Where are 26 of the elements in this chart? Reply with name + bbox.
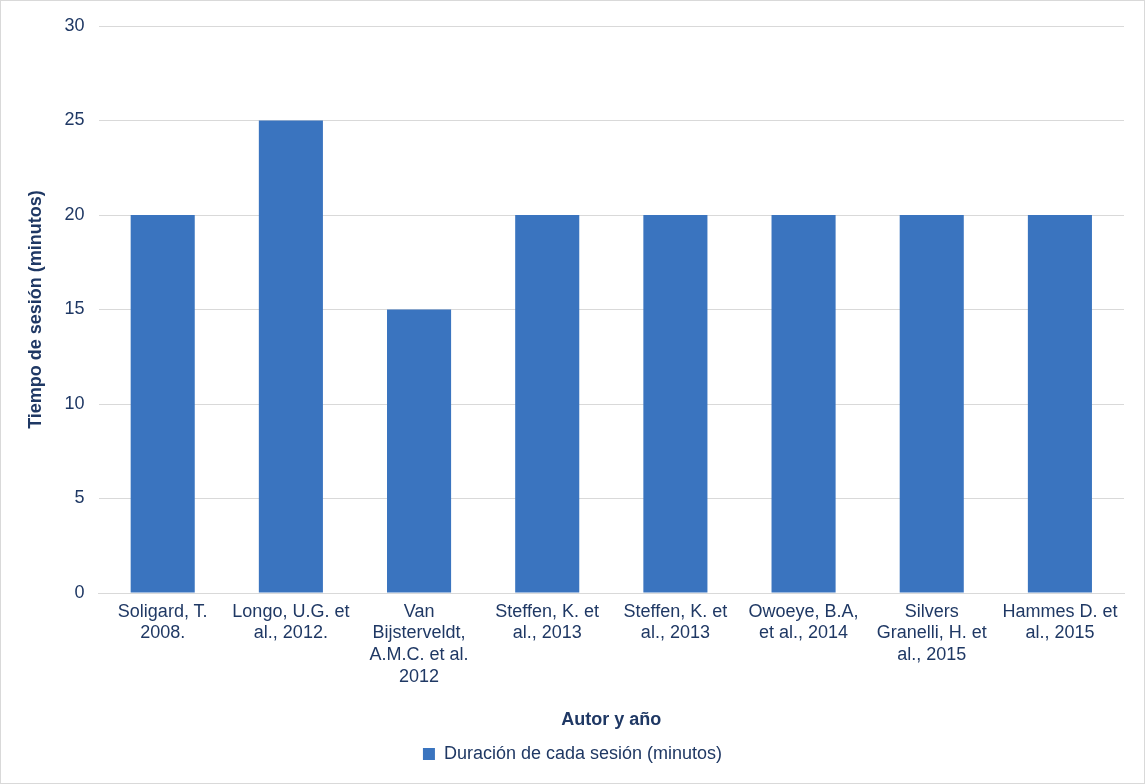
x-tick-label: Soligard, T. 2008. — [117, 600, 208, 643]
y-tick-label: 20 — [64, 203, 85, 224]
y-tick-label: 0 — [74, 581, 85, 602]
y-tick-label: 30 — [64, 14, 85, 35]
y-axis-title: Tiempo de sesión (minutos) — [24, 190, 45, 429]
bar — [258, 120, 323, 593]
x-tick-label: Silvers Granelli, H. et al., 2015 — [876, 600, 987, 664]
bar — [515, 215, 580, 593]
x-tick-label: Steffen, K. et al., 2013 — [495, 600, 600, 643]
bar — [1027, 215, 1092, 593]
y-tick-label: 10 — [64, 392, 85, 413]
x-tick-label: Hammes D. et al., 2015 — [1002, 600, 1118, 643]
y-tick-label: 15 — [64, 298, 85, 319]
bar — [387, 309, 452, 593]
x-axis-title: Autor y año — [561, 709, 662, 730]
x-tick-label: Van Bijsterveldt, A.M.C. et al. 2012 — [369, 600, 469, 686]
bar — [771, 215, 836, 593]
y-tick-label: 25 — [64, 109, 85, 130]
bar — [643, 215, 708, 593]
y-tick-label: 5 — [74, 487, 85, 508]
x-tick-label: Longo, U.G. et al., 2012. — [232, 600, 350, 643]
bar — [899, 215, 964, 593]
legend-label: Duración de cada sesión (minutos) — [443, 742, 723, 763]
bar — [130, 215, 195, 593]
x-tick-label: Owoeye, B.A, et al., 2014 — [748, 600, 859, 643]
x-tick-label: Steffen, K. et al., 2013 — [623, 600, 728, 643]
